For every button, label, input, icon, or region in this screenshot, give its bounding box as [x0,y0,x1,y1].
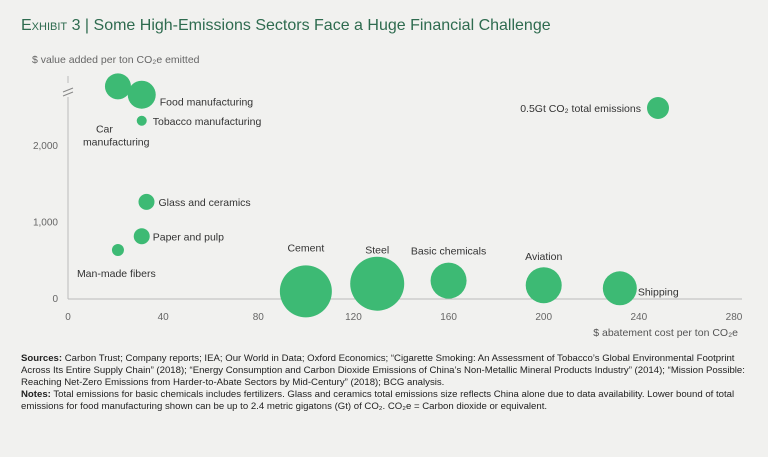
data-label: Cement [287,242,324,254]
notes-note: Notes: Total emissions for basic chemica… [21,389,751,413]
data-label: Man-made fibers [77,268,156,280]
bubble-shipping [602,271,637,306]
bubble-glass-and-ceramics [138,193,155,210]
y-tick-label: 2,000 [33,141,58,152]
x-axis-label: $ abatement cost per ton CO₂e [593,327,738,339]
data-label: Glass and ceramics [158,197,250,209]
sources-heading: Sources: [21,353,63,364]
title-text: Some High-Emissions Sectors Face a Huge … [93,17,551,34]
bubble-car-manufacturing [104,73,131,100]
x-tick-label: 0 [65,312,71,323]
size-legend-bubble [647,97,669,119]
data-label: Tobacco manufacturing [153,116,262,128]
x-tick-label: 80 [253,312,265,323]
bubble-paper-and-pulp [133,228,150,245]
bubble-steel [350,256,405,311]
exhibit-label: Exhibit 3 [21,17,81,34]
data-label: Food manufacturing [160,97,254,109]
y-tick-label: 1,000 [33,218,58,229]
data-label: Aviation [525,251,562,263]
data-label: Basic chemicals [411,246,486,258]
bubble-cement [279,265,332,318]
bubble-tobacco-manufacturing [136,115,147,126]
data-label-line: Car [96,123,113,135]
data-label: Car manufacturing [83,123,150,148]
title-separator: | [80,17,94,34]
chart-title: Exhibit 3 | Some High-Emissions Sectors … [21,17,551,35]
footnotes: Sources: Carbon Trust; Company reports; … [21,353,751,413]
x-tick-label: 200 [535,312,552,323]
notes-heading: Notes: [21,389,51,400]
data-label: Shipping [638,286,679,298]
x-tick-label: 40 [158,312,170,323]
x-tick-label: 160 [440,312,457,323]
bubble-chart: 0 40 80 120 160 200 240 280 0 1,000 2,000 Car manuf… [33,73,743,323]
y-tick-label: 0 [52,294,58,305]
sources-note: Sources: Carbon Trust; Company reports; … [21,353,751,389]
axis-break-mark [62,87,74,93]
notes-text: Total emissions for basic chemicals incl… [21,389,735,412]
x-tick-label: 240 [631,312,648,323]
x-tick-label: 280 [726,312,743,323]
bubble-food-manufacturing [127,80,156,109]
size-legend-label: 0.5Gt CO₂ total emissions [520,103,641,115]
axis-break-mark [62,91,74,97]
sources-text: Carbon Trust; Company reports; IEA; Our … [21,353,745,388]
y-axis-label: $ value added per ton CO₂e emitted [32,54,200,66]
data-label: Steel [365,245,389,257]
bubble-man-made-fibers [111,244,124,257]
bubble-aviation [525,267,562,304]
x-tick-label: 120 [345,312,362,323]
bubble-basic-chemicals [430,262,467,299]
data-label: Paper and pulp [153,231,224,243]
data-label-line: manufacturing [83,136,150,148]
